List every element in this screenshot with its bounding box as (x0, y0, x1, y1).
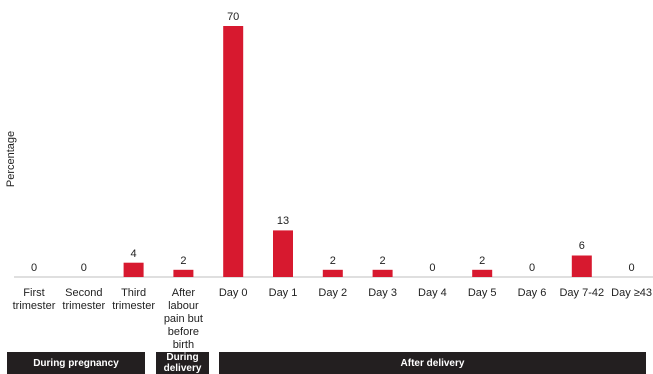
group-label: After delivery (219, 352, 646, 374)
data-label: 70 (227, 11, 240, 23)
bars-group (123, 26, 592, 277)
x-tick-label: Day 6 (517, 287, 547, 299)
x-tick-label: Day 3 (368, 287, 397, 299)
x-tick-label: Day 2 (318, 287, 348, 299)
data-label: 0 (429, 262, 436, 274)
x-tick-label: Day 4 (418, 287, 447, 299)
data-label: 13 (276, 215, 290, 228)
data-label: 0 (528, 262, 536, 274)
x-tick-label: Day ≥43 (611, 287, 653, 299)
bar (571, 255, 592, 277)
data-label: 2 (180, 254, 187, 267)
data-label: 2 (479, 254, 486, 267)
group-label: During pregnancy (7, 352, 145, 374)
x-tick-label: Second trimester (62, 287, 106, 312)
data-label: 4 (130, 247, 137, 260)
bar (273, 230, 293, 277)
x-tick-label: Day 0 (218, 287, 248, 299)
x-tick-label: Third trimester (112, 287, 155, 312)
bar (322, 269, 343, 277)
group-label: During delivery (156, 352, 209, 374)
x-tick-label: Day 5 (467, 287, 497, 299)
bar (372, 269, 393, 277)
data-label: 0 (30, 262, 38, 274)
x-tick-label: Day 1 (268, 287, 298, 299)
y-axis-label: Percentage (5, 130, 17, 188)
data-label: 2 (329, 254, 336, 267)
data-label: 0 (628, 262, 635, 274)
data-label: 0 (80, 262, 87, 274)
x-tick-label: First trimester (12, 287, 56, 312)
data-label: 6 (578, 240, 585, 253)
x-tick-label: Day 7-42 (559, 287, 605, 299)
x-tick-label: After labour pain but before birth (163, 287, 203, 351)
bar (173, 269, 194, 277)
bar (472, 269, 493, 277)
data-label: 2 (379, 254, 386, 267)
bar (123, 262, 144, 277)
bar (223, 26, 244, 277)
